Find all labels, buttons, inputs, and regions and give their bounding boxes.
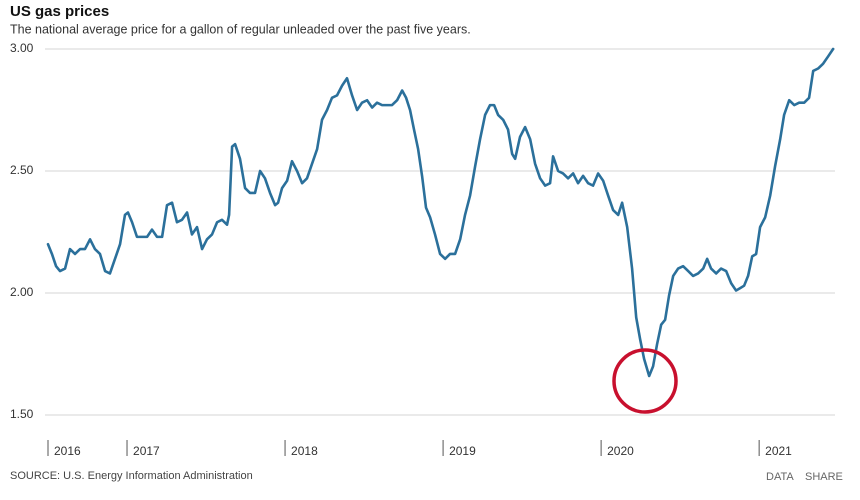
x-tick-label: 2020	[607, 444, 634, 458]
x-tick-label: 2021	[765, 444, 792, 458]
x-tick-label: 2018	[291, 444, 318, 458]
chart-subtitle: The national average price for a gallon …	[10, 22, 471, 36]
x-tick-label: 2017	[133, 444, 160, 458]
y-tick-label: 2.50	[10, 163, 34, 177]
share-link[interactable]: SHARE	[805, 471, 843, 483]
source-note: SOURCE: U.S. Energy Information Administ…	[10, 470, 253, 482]
y-tick-label: 1.50	[10, 407, 34, 421]
highlight-circle	[612, 348, 678, 414]
price-line	[46, 47, 835, 378]
x-tick-label: 2019	[449, 444, 476, 458]
y-tick-label: 3.00	[10, 41, 34, 55]
plot-area: 1.50 2.00 2.50 3.00 2016 2017 2018 2019 2020 2021	[10, 41, 835, 458]
y-tick-label: 2.00	[10, 285, 34, 299]
data-link[interactable]: DATA	[766, 471, 794, 483]
chart-title: US gas prices	[10, 3, 109, 20]
x-tick-label: 2016	[54, 444, 81, 458]
